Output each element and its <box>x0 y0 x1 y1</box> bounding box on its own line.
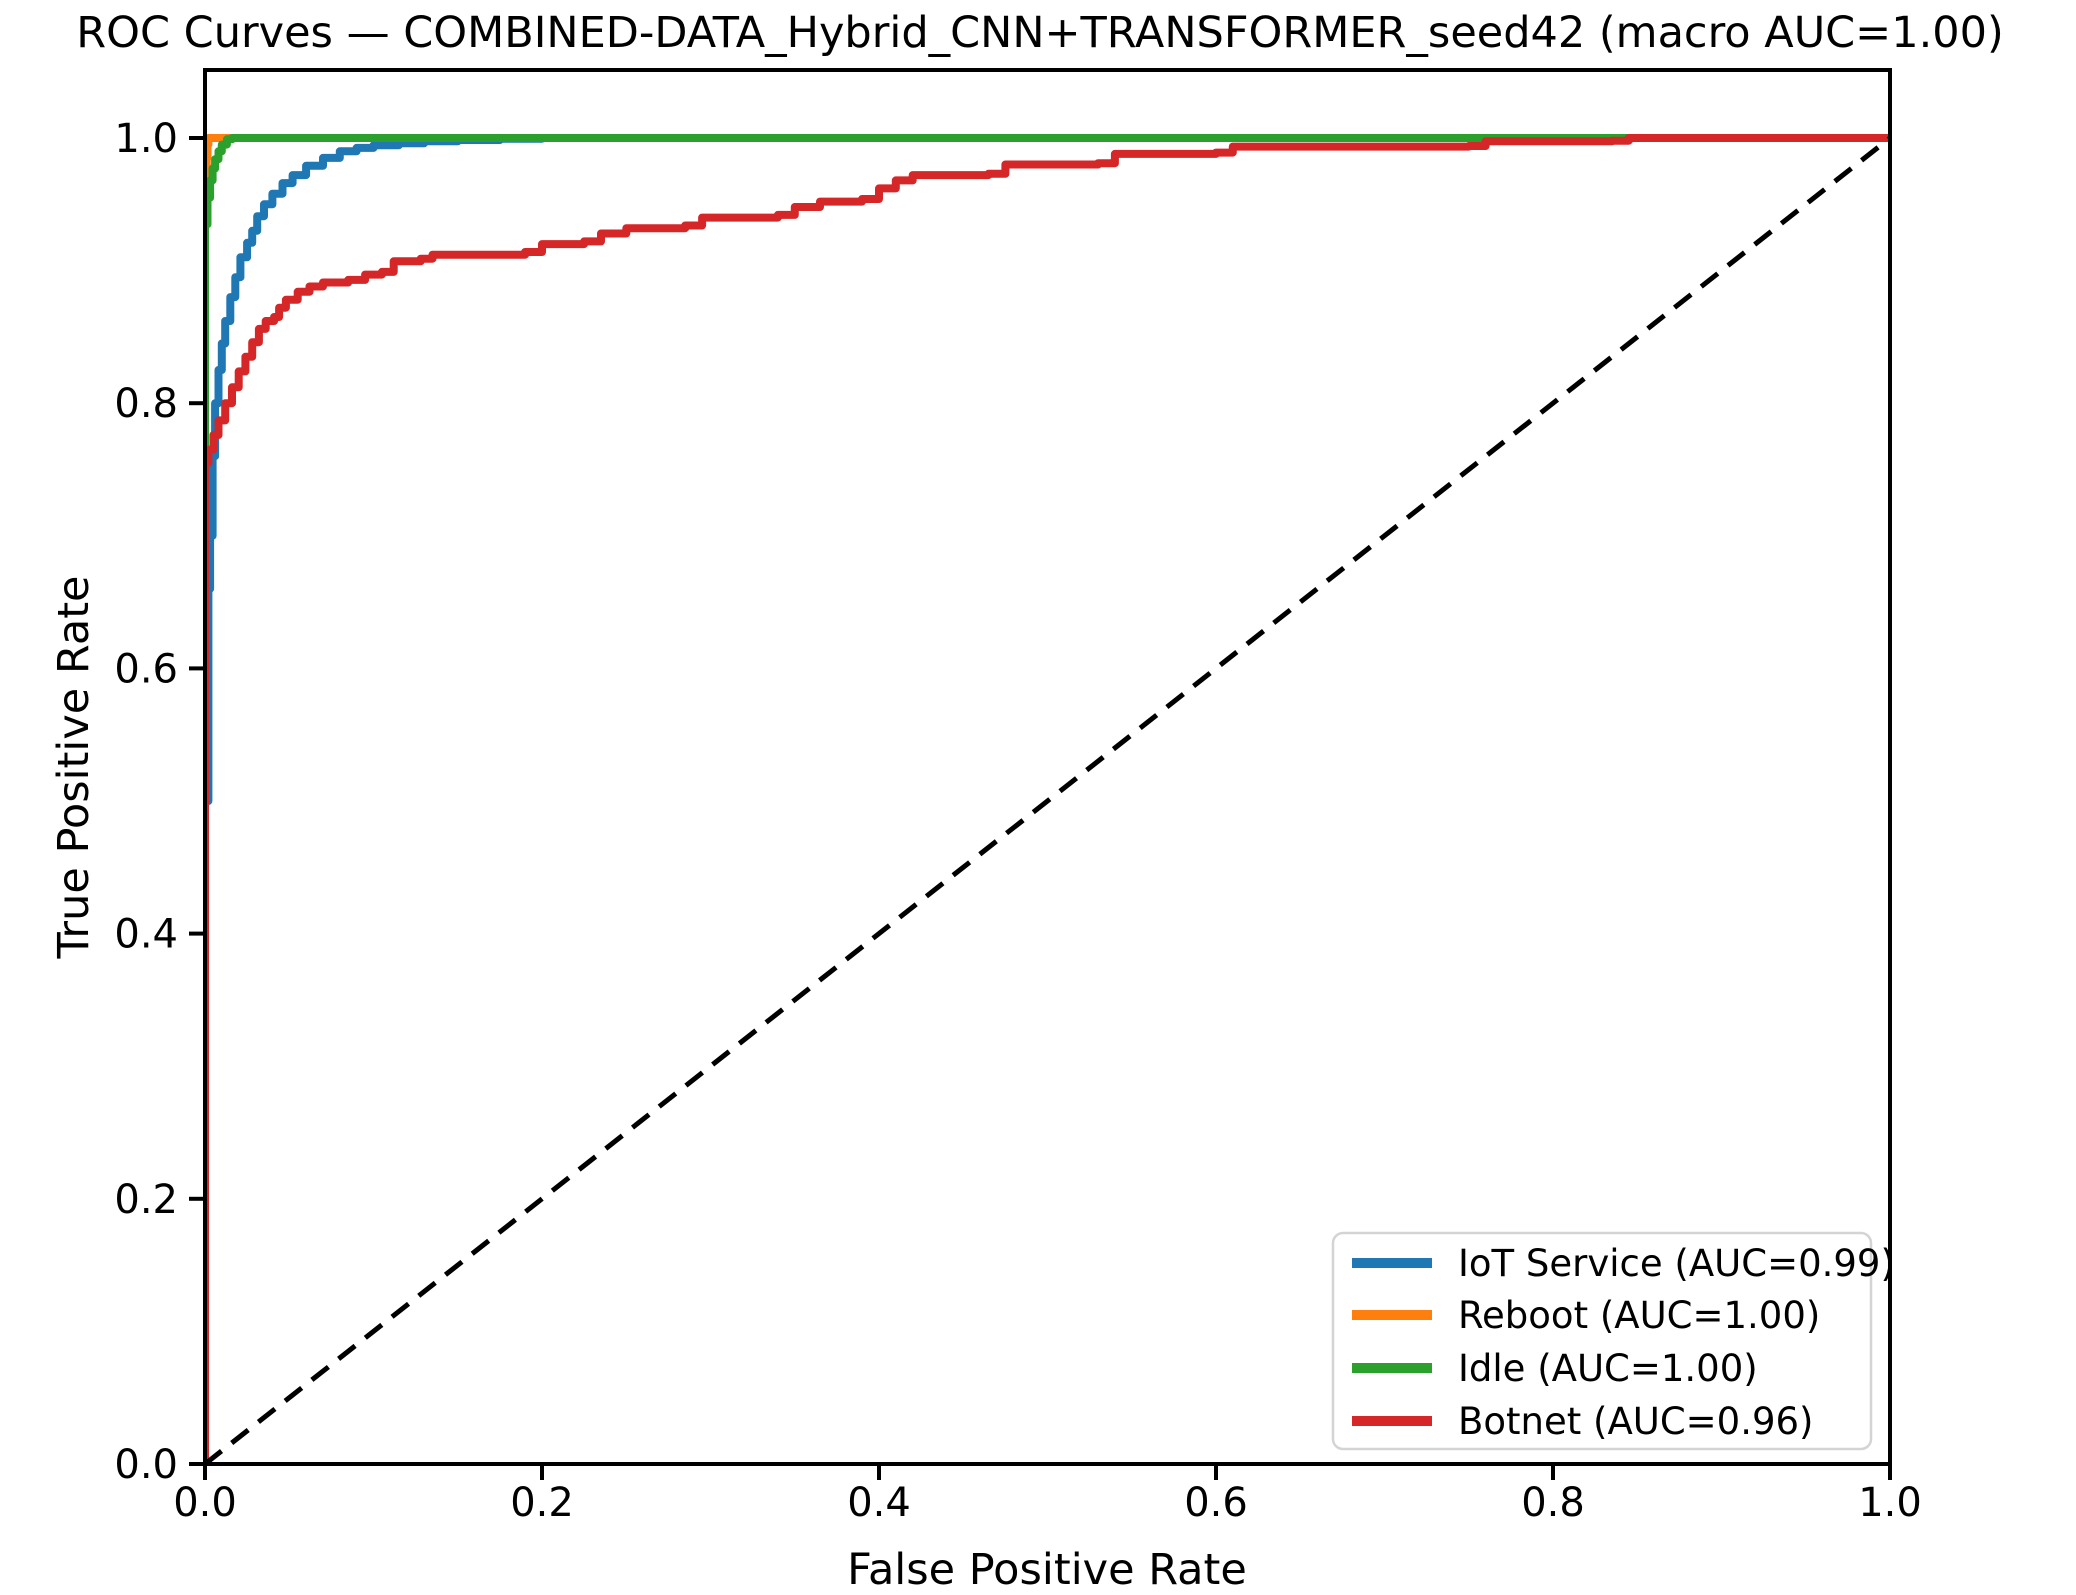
roc-curve-botnet <box>205 134 1890 1464</box>
y-tick-label: 0.2 <box>114 1177 178 1223</box>
legend-item-label: Botnet (AUC=0.96) <box>1458 1400 1814 1443</box>
x-tick-label: 0.0 <box>173 1480 237 1526</box>
y-tick-label: 0.0 <box>114 1442 178 1488</box>
y-tick-label: 1.0 <box>114 116 178 162</box>
chart-title: ROC Curves — COMBINED-DATA_Hybrid_CNN+TR… <box>76 8 2003 58</box>
legend-box <box>1331 1231 1873 1451</box>
x-tick-label: 0.4 <box>847 1480 911 1526</box>
x-tick-label: 0.2 <box>510 1480 574 1526</box>
x-axis-label: False Positive Rate <box>847 1545 1247 1595</box>
legend-item-label: IoT Service (AUC=0.99) <box>1458 1242 1895 1285</box>
legend-item-label: Reboot (AUC=1.00) <box>1458 1294 1820 1337</box>
ticks-layer: 0.0 0.2 0.4 0.6 0.8 1.0 0.0 0.2 0.4 0.6 0.8 1.0 <box>114 116 1921 1526</box>
x-tick-label: 0.6 <box>1184 1480 1248 1526</box>
legend-item-label: Idle (AUC=1.00) <box>1458 1347 1758 1390</box>
legend-item-iot-service: IoT Service (AUC=0.99) <box>1352 1242 1895 1285</box>
x-tick-label: 1.0 <box>1858 1480 1922 1526</box>
y-tick-label: 0.4 <box>114 912 178 958</box>
y-tick-label: 0.8 <box>114 381 178 427</box>
legend-item-reboot: Reboot (AUC=1.00) <box>1352 1294 1820 1337</box>
roc-curve-iot-service <box>205 134 1890 1464</box>
y-axis-label: True Positive Rate <box>49 575 99 959</box>
x-tick-label: 0.8 <box>1521 1480 1585 1526</box>
y-tick-label: 0.6 <box>114 646 178 692</box>
legend-item-idle: Idle (AUC=1.00) <box>1352 1347 1758 1390</box>
legend: IoT Service (AUC=0.99) Reboot (AUC=1.00) I… <box>1331 1231 1895 1451</box>
roc-curve-idle <box>205 134 1890 1464</box>
chance-diagonal-line <box>205 136 1890 1464</box>
legend-item-botnet: Botnet (AUC=0.96) <box>1352 1400 1814 1443</box>
plot-border <box>203 68 1892 1466</box>
